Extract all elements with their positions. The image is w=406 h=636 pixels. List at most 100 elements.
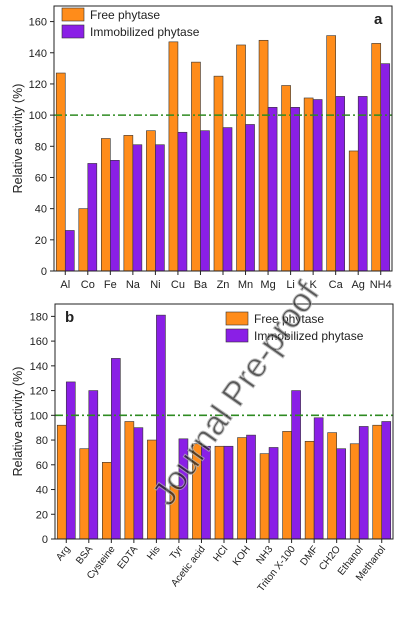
bar-free-13	[348, 150, 359, 272]
bar-free-12	[326, 35, 336, 272]
y-tick-label: 120	[29, 79, 47, 91]
y-tick-label: 160	[30, 336, 48, 348]
x-tick-label: Ca	[329, 279, 344, 291]
y-axis-title: Relative activity (%)	[11, 367, 25, 477]
bar-immobilized-0	[64, 230, 75, 272]
bar-immobilized-12	[335, 96, 345, 272]
x-tick-label: NH4	[370, 279, 392, 291]
bar-immobilized-5	[177, 131, 188, 272]
bar-free-4	[146, 130, 156, 272]
y-tick-label: 180	[30, 311, 48, 323]
bar-immobilized-1	[87, 163, 98, 272]
legend: Free phytase Immobilized phytase	[61, 7, 200, 39]
bar-free-12	[327, 432, 337, 540]
x-tick-label: Mn	[238, 279, 253, 291]
bar-immobilized-0	[65, 381, 76, 540]
x-tick-label: Arg	[54, 544, 72, 563]
bar-immobilized-3	[132, 144, 143, 272]
y-tick-label: 80	[35, 141, 47, 153]
bar-free-2	[101, 138, 111, 272]
legend-swatch-free	[61, 7, 85, 22]
y-tick-label: 40	[35, 204, 47, 216]
bar-immobilized-9	[268, 447, 279, 540]
bar-free-14	[372, 424, 383, 540]
bar-free-1	[79, 448, 90, 540]
bar-immobilized-11	[312, 99, 323, 272]
legend: Free phytase Immobilized phytase	[225, 311, 364, 343]
bar-immobilized-8	[245, 124, 255, 272]
bar-immobilized-10	[290, 107, 300, 272]
x-tick-label: Cu	[171, 279, 185, 291]
bar-immobilized-9	[267, 107, 278, 272]
bar-immobilized-4	[156, 314, 166, 540]
y-tick-label: 40	[36, 485, 48, 497]
x-tick-label: KOH	[231, 544, 253, 568]
bar-free-8	[236, 44, 246, 272]
y-tick-label: 100	[29, 110, 47, 122]
bar-free-5	[168, 41, 179, 272]
bar-free-11	[303, 97, 314, 272]
bar-free-11	[304, 440, 315, 540]
x-tick-label: Fe	[104, 279, 117, 291]
bar-immobilized-1	[88, 390, 99, 540]
x-tick-label: Tyr	[168, 544, 186, 562]
x-tick-label: His	[145, 544, 163, 562]
bar-free-14	[371, 43, 382, 272]
x-tick-label: Zn	[217, 279, 230, 291]
x-tick-label: Ba	[194, 279, 208, 291]
x-tick-label: DMF	[298, 544, 320, 568]
x-tick-label: Mg	[260, 279, 275, 291]
x-tick-label: HCl	[211, 544, 230, 564]
bar-immobilized-7	[222, 127, 233, 272]
y-tick-label: 80	[36, 435, 48, 447]
y-tick-label: 140	[29, 48, 47, 60]
bar-free-9	[258, 39, 269, 272]
bar-immobilized-8	[246, 434, 256, 540]
bar-immobilized-2	[111, 358, 121, 540]
x-tick-label: Na	[126, 279, 141, 291]
bar-immobilized-14	[381, 421, 392, 540]
x-tick-label: Al	[60, 279, 70, 291]
legend-label: Free phytase	[90, 8, 160, 22]
bar-immobilized-7	[223, 445, 234, 540]
chart-panel-a: 0 20 40 60 80 100 120 140 160 Al Co Fe Na Ni Cu Ba Zn Mn M…	[11, 5, 393, 291]
bar-free-9	[259, 453, 270, 540]
x-tick-label: NH3	[254, 544, 275, 567]
x-tick-label: Ni	[150, 279, 160, 291]
x-tick-label: Co	[81, 279, 95, 291]
y-tick-label: 140	[30, 361, 48, 373]
x-tick-label: Ag	[351, 279, 364, 291]
y-tick-label: 120	[30, 386, 48, 398]
x-tick-label: BSA	[74, 544, 95, 567]
bar-immobilized-13	[358, 426, 369, 540]
y-tick-label: 160	[29, 17, 47, 29]
bar-free-7	[214, 445, 225, 540]
bar-free-8	[237, 437, 247, 540]
y-tick-label: 0	[42, 534, 48, 546]
x-tick-label: K	[309, 279, 317, 291]
bar-free-3	[123, 135, 134, 272]
bar-free-0	[56, 424, 67, 540]
y-tick-label: 60	[36, 460, 48, 472]
bar-immobilized-10	[291, 390, 301, 540]
x-tick-label: EDTA	[116, 544, 141, 571]
legend-swatch-immobilized	[61, 24, 85, 39]
bar-free-1	[78, 208, 89, 272]
y-tick-label: 60	[35, 172, 47, 184]
legend-label: Immobilized phytase	[90, 25, 200, 39]
bar-immobilized-13	[357, 96, 368, 272]
bar-free-2	[102, 462, 112, 540]
y-tick-label: 0	[41, 266, 47, 278]
y-tick-label: 20	[36, 509, 48, 521]
bar-immobilized-3	[133, 427, 144, 540]
bar-free-13	[349, 443, 360, 540]
legend-label: Free phytase	[254, 312, 324, 326]
bar-free-6	[191, 61, 201, 272]
bar-free-10	[282, 431, 292, 540]
legend-swatch-immobilized	[225, 328, 249, 343]
bar-immobilized-14	[380, 63, 391, 272]
bar-immobilized-2	[110, 160, 120, 272]
x-tick-label: Li	[286, 279, 295, 291]
bar-immobilized-4	[155, 144, 165, 272]
